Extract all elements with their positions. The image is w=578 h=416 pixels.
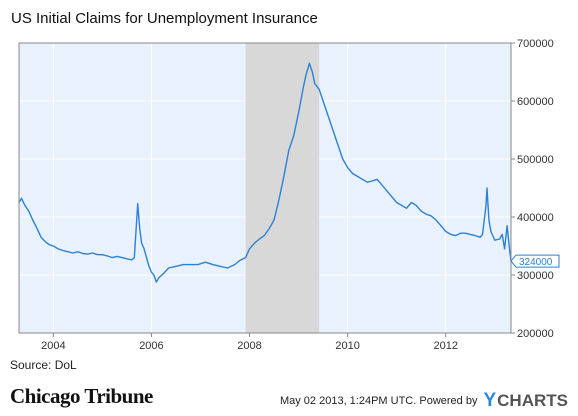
footer-credit: May 02 2013, 1:24PM UTC. Powered by Y CH… <box>280 390 568 412</box>
ycharts-name: CHARTS <box>497 391 568 410</box>
last-value-label: 324000 <box>510 254 560 268</box>
y-tick-label: 300000 <box>517 270 554 282</box>
x-tick-label: 2008 <box>237 340 261 352</box>
y-tick-label: 700000 <box>517 38 554 50</box>
recession-band <box>245 43 320 333</box>
last-value-text: 324000 <box>519 257 553 268</box>
x-tick-label: 2004 <box>41 340 65 352</box>
y-tick-label: 400000 <box>517 212 554 224</box>
chicago-tribune-logo: Chicago Tribune <box>10 384 153 408</box>
x-tick-label: 2010 <box>335 340 359 352</box>
powered-by-text: Powered by <box>419 395 478 407</box>
y-tick-label: 500000 <box>517 154 554 166</box>
timestamp: May 02 2013, 1:24PM UTC. <box>279 395 417 407</box>
source-note: Source: DoL <box>10 358 77 372</box>
y-tick-label: 200000 <box>517 328 554 340</box>
ycharts-logo[interactable]: Y CHARTS <box>483 390 568 412</box>
chart-title: US Initial Claims for Unemployment Insur… <box>11 10 318 27</box>
last-value-box <box>510 254 560 268</box>
plot-frame <box>18 42 512 334</box>
x-tick-label: 2006 <box>139 340 163 352</box>
y-tick-label: 600000 <box>517 96 554 108</box>
x-tick-label: 2012 <box>434 340 458 352</box>
ycharts-mark: Y <box>483 390 497 411</box>
series-line <box>18 62 512 283</box>
